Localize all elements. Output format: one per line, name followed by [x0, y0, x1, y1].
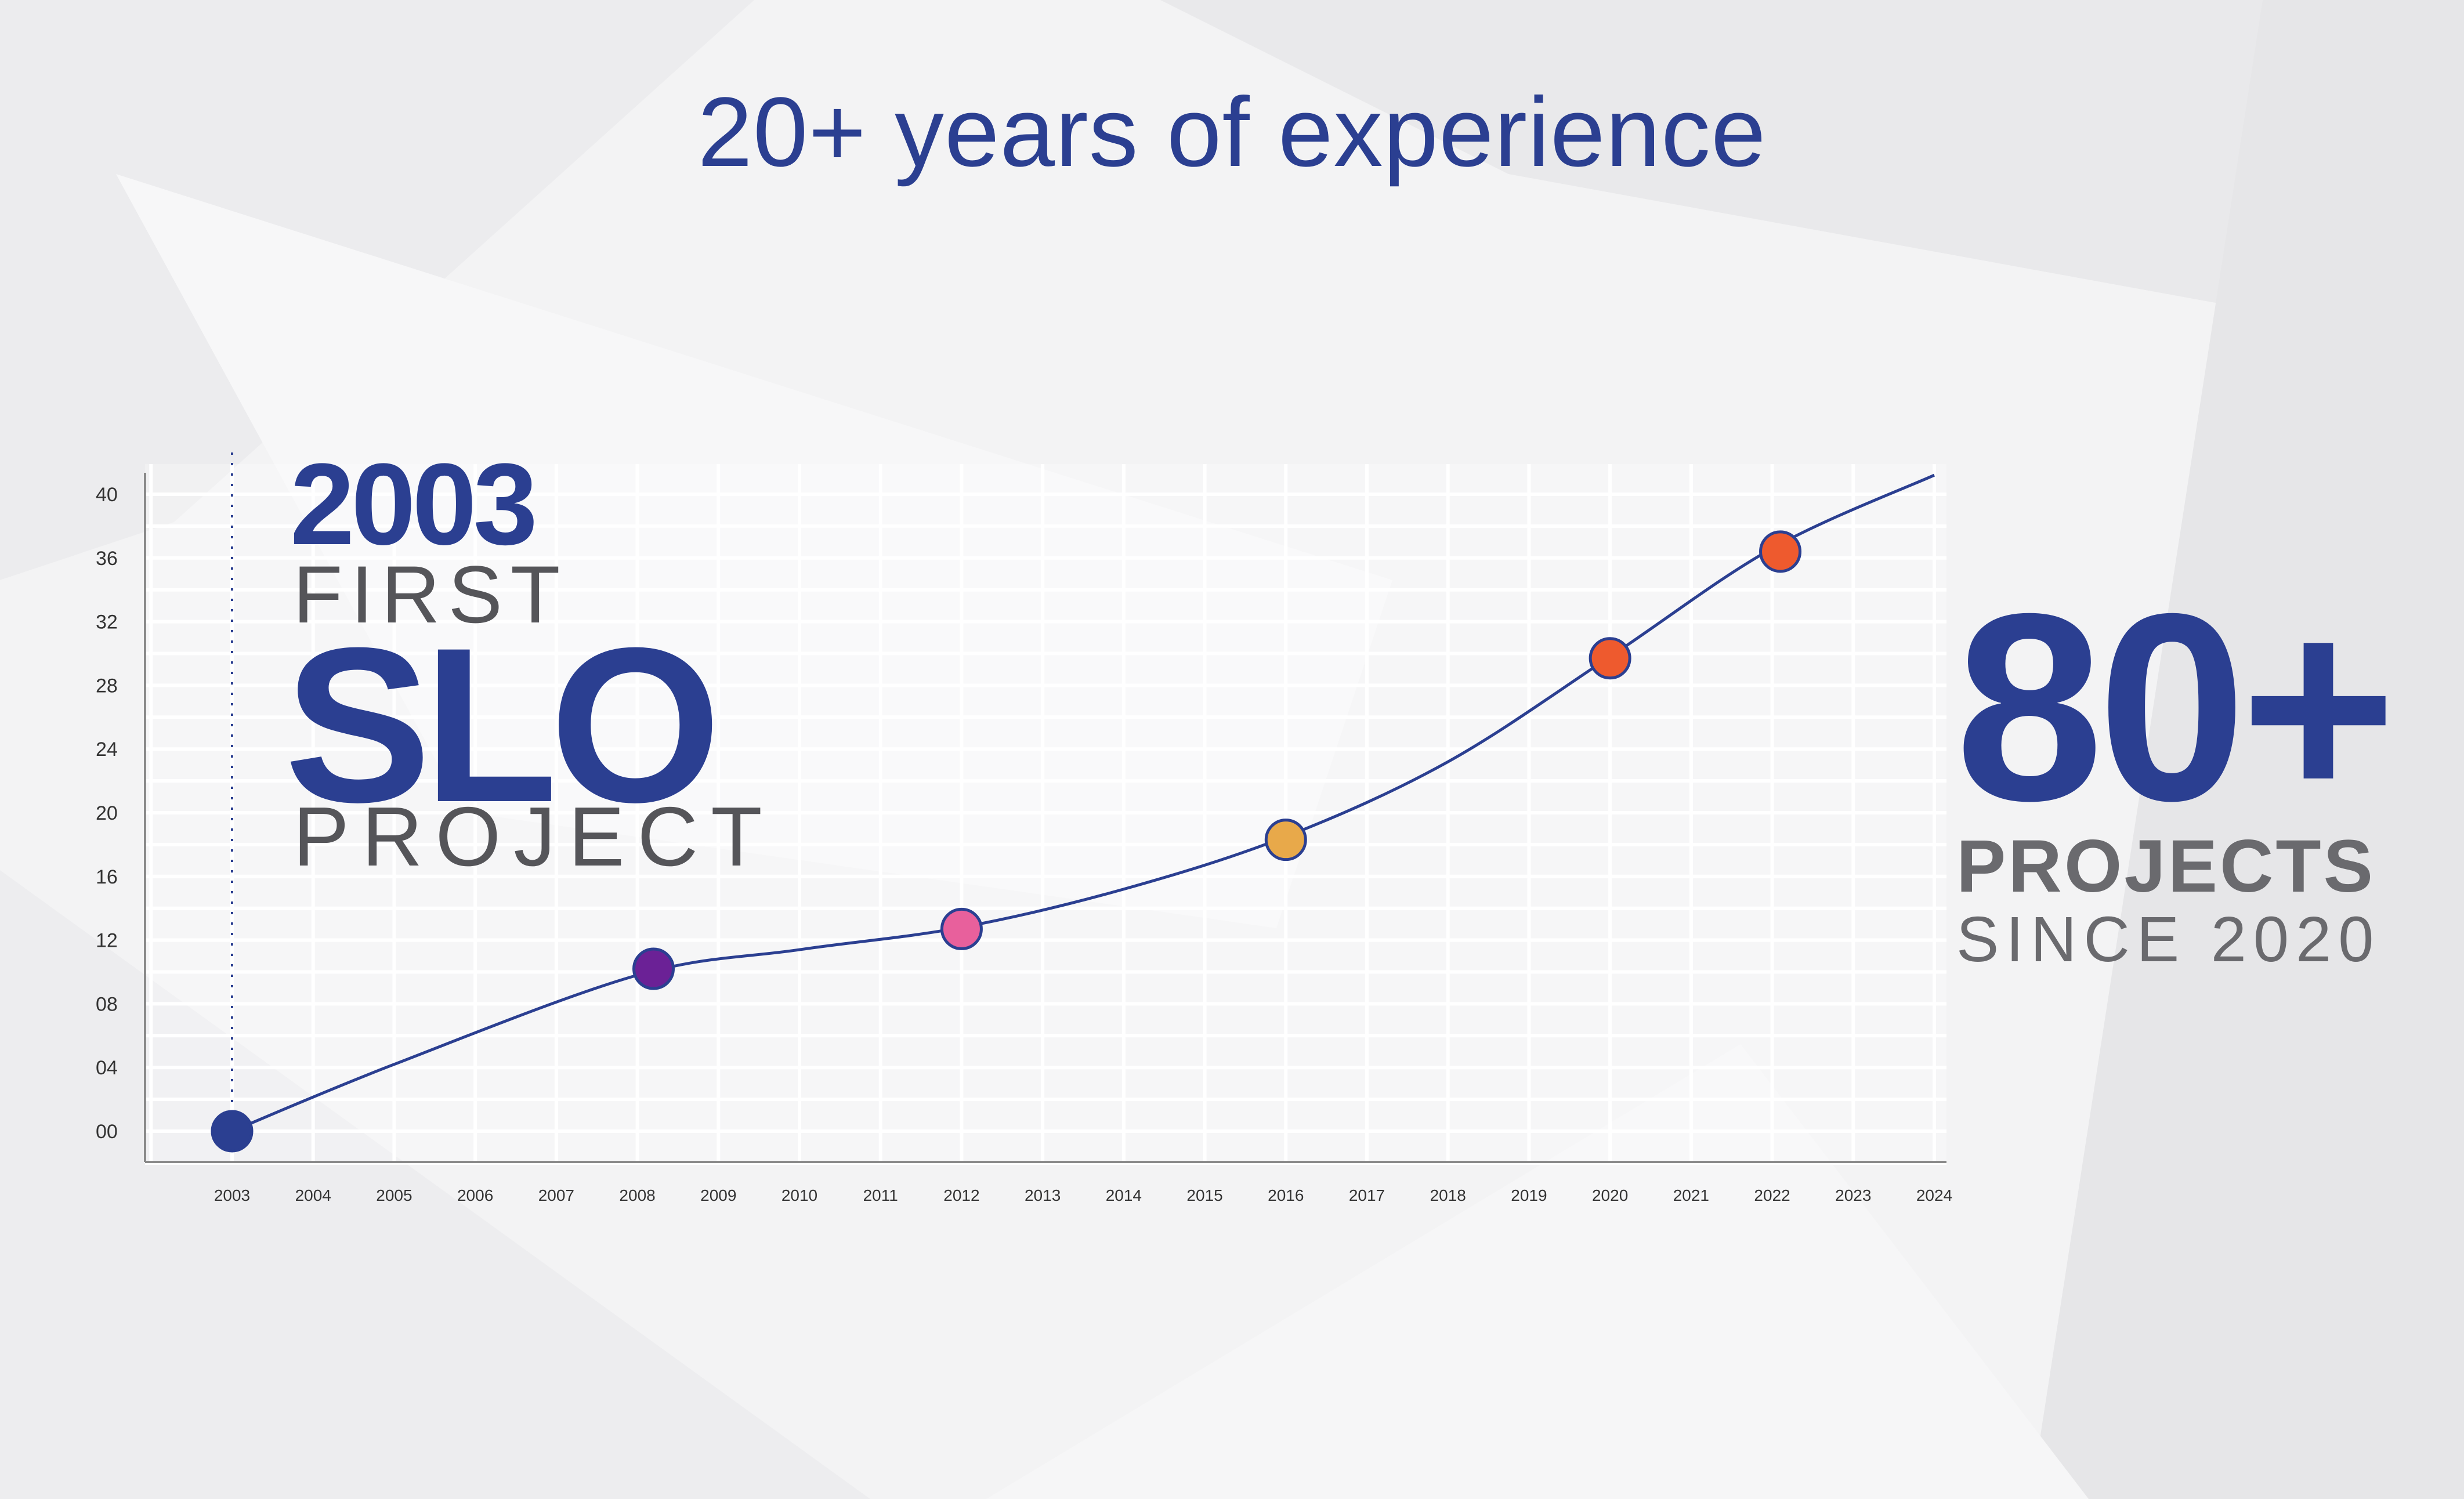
projects-count: 80+ [1955, 559, 2396, 856]
x-tick-label: 2006 [457, 1186, 493, 1204]
x-tick-label: 2024 [1916, 1186, 1952, 1204]
projects-label: PROJECTS [1956, 825, 2375, 908]
y-tick-label: 00 [96, 1121, 118, 1143]
x-tick-label: 2009 [700, 1186, 736, 1204]
since-label: SINCE 2020 [1956, 904, 2381, 975]
growth-line [231, 473, 1935, 1133]
project-label: PROJECT [293, 790, 775, 884]
x-tick-label: 2008 [619, 1186, 655, 1204]
x-tick-label: 2019 [1511, 1186, 1547, 1204]
y-tick-label: 12 [96, 930, 118, 952]
y-tick-label: 08 [96, 993, 118, 1015]
x-tick-label: 2005 [376, 1186, 412, 1204]
y-tick-label: 20 [96, 802, 118, 824]
x-tick-label: 2022 [1754, 1186, 1790, 1204]
milestone-point [632, 947, 675, 990]
first-label: FIRST [293, 549, 569, 640]
y-tick-label: 16 [96, 866, 118, 888]
y-tick-label: 28 [96, 675, 118, 697]
milestone-point [211, 1110, 254, 1153]
x-tick-label: 2017 [1349, 1186, 1385, 1204]
y-tick-label: 24 [96, 738, 118, 761]
y-tick-label: 04 [96, 1057, 118, 1079]
x-tick-label: 2004 [295, 1186, 331, 1204]
x-tick-label: 2020 [1592, 1186, 1628, 1204]
x-tick-label: 2007 [538, 1186, 574, 1204]
x-tick-label: 2023 [1835, 1186, 1871, 1204]
slo-label: SLO [284, 602, 721, 848]
milestone-point [940, 907, 983, 950]
x-tick-label: 2013 [1025, 1186, 1061, 1204]
x-tick-label: 2011 [863, 1186, 898, 1204]
y-tick-label: 40 [96, 484, 118, 506]
x-tick-label: 2010 [781, 1186, 817, 1204]
y-tick-label: 32 [96, 611, 118, 633]
x-tick-label: 2014 [1106, 1186, 1142, 1204]
chart-axes [144, 452, 1946, 1163]
first-project-year: 2003 [290, 440, 538, 569]
y-tick-label: 36 [96, 548, 118, 570]
x-tick-label: 2021 [1673, 1186, 1709, 1204]
milestone-point [1589, 637, 1631, 680]
x-tick-label: 2003 [214, 1186, 250, 1204]
page-title: 20+ years of experience [697, 77, 1767, 187]
x-tick-label: 2016 [1268, 1186, 1304, 1204]
milestone-point [1759, 530, 1802, 573]
chart-series [231, 473, 1935, 1133]
x-tick-label: 2012 [943, 1186, 979, 1204]
chart-markers [211, 530, 1802, 1153]
milestone-point [1264, 819, 1307, 861]
x-tick-label: 2015 [1186, 1186, 1222, 1204]
x-tick-label: 2018 [1430, 1186, 1466, 1204]
